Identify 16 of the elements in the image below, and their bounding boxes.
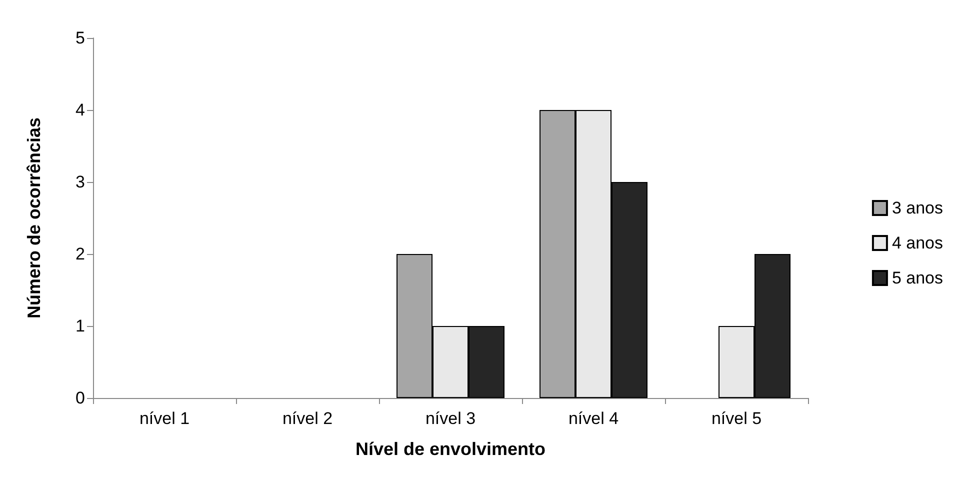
y-tick-label: 1 [76,316,85,336]
x-tick-label: nível 3 [425,409,476,428]
y-tick-label: 3 [76,172,85,192]
x-tick-label: nível 4 [568,409,619,428]
y-tick-label: 2 [76,244,85,264]
y-tick-label: 0 [76,388,85,408]
x-tick-label: nível 5 [711,409,762,428]
legend-label: 3 anos [892,198,944,218]
legend-label: 4 anos [892,234,944,252]
y-tick-label: 5 [76,28,85,48]
y-axis-title: Número de ocorrências [24,117,44,319]
x-tick-label: nível 1 [139,409,190,428]
x-axis-title: Nível de envolvimento [355,439,546,459]
x-tick-label: nível 2 [282,409,333,428]
legend-label: 5 anos [892,268,944,288]
y-tick-label: 4 [76,100,85,120]
